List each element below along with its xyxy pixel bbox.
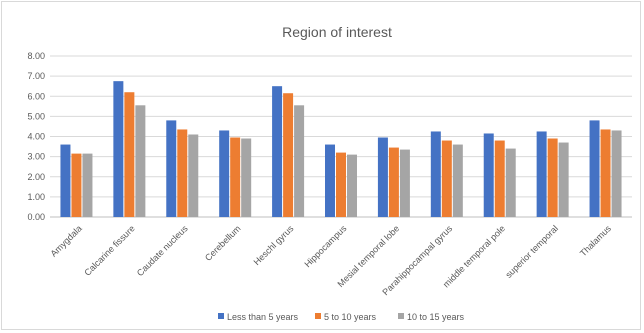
bar <box>536 131 547 217</box>
bar <box>505 148 516 217</box>
y-tick-label: 7.00 <box>27 71 45 81</box>
bar <box>124 92 135 217</box>
bar <box>399 149 410 217</box>
y-tick-label: 2.00 <box>27 172 45 182</box>
x-tick-label: Caudate nucleus <box>135 223 190 278</box>
y-tick-label: 3.00 <box>27 152 45 162</box>
bar <box>294 105 305 217</box>
bar <box>377 137 388 217</box>
chart-title: Region of interest <box>282 24 392 40</box>
bar <box>283 93 294 217</box>
bar <box>272 86 283 217</box>
y-axis-ticks: 0.00 1.00 2.00 3.00 4.00 5.00 6.00 7.00 8.00 <box>27 51 45 222</box>
bar <box>483 133 494 217</box>
x-tick-label: Heschl gyrus <box>252 223 296 267</box>
bar <box>441 140 452 217</box>
legend-swatch <box>398 313 404 319</box>
bar <box>71 153 82 217</box>
legend-label: Less than 5 years <box>227 312 299 322</box>
bar <box>558 142 569 217</box>
bar <box>230 137 241 217</box>
bar <box>241 138 252 217</box>
x-tick-label: superior temporal <box>503 223 560 280</box>
bar <box>325 144 335 217</box>
bar <box>177 129 188 217</box>
bar <box>336 152 346 217</box>
bar <box>188 134 199 217</box>
bar <box>494 140 505 217</box>
bar <box>600 129 611 217</box>
x-tick-label: Cerebellum <box>203 223 243 263</box>
legend-swatch <box>218 313 224 319</box>
y-tick-label: 6.00 <box>27 91 45 101</box>
bars <box>60 81 622 217</box>
bar <box>219 130 230 217</box>
bar <box>388 147 399 217</box>
bar <box>611 130 622 217</box>
y-tick-label: 4.00 <box>27 132 45 142</box>
gridlines <box>50 55 632 218</box>
bar <box>82 153 93 217</box>
legend-swatch <box>315 313 321 319</box>
y-tick-label: 5.00 <box>27 111 45 121</box>
bar <box>347 154 357 217</box>
x-tick-label: Hippocampus <box>302 223 348 269</box>
bar <box>60 144 71 217</box>
x-tick-label: Calcarine fissure <box>82 223 136 277</box>
bar <box>113 81 124 217</box>
bar <box>430 131 441 217</box>
legend-label: 10 to 15 years <box>407 312 465 322</box>
x-tick-label: Amygdala <box>48 223 83 258</box>
y-tick-label: 8.00 <box>27 51 45 61</box>
y-tick-label: 0.00 <box>27 212 45 222</box>
y-tick-label: 1.00 <box>27 192 45 202</box>
legend-label: 5 to 10 years <box>324 312 377 322</box>
bar <box>166 120 177 217</box>
bar <box>589 120 600 217</box>
x-tick-label: Thalamus <box>578 223 613 258</box>
bar <box>547 138 558 217</box>
legend: Less than 5 years 5 to 10 years 10 to 15 y… <box>218 312 465 322</box>
bar <box>135 105 146 217</box>
bar <box>452 144 463 217</box>
